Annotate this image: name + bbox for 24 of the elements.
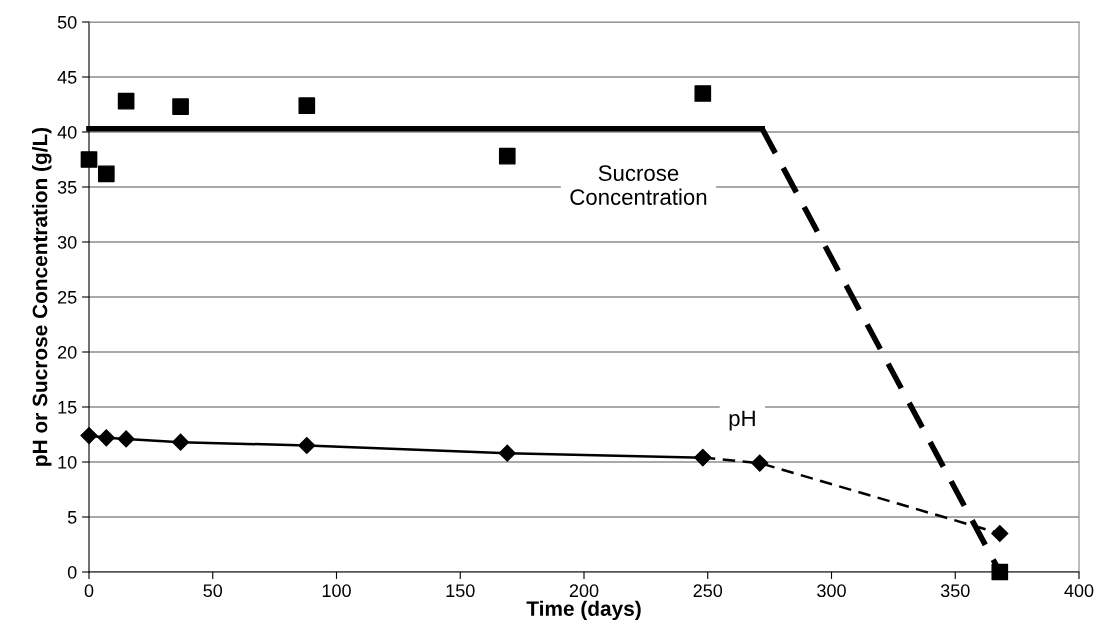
x-tick-label: 300 bbox=[817, 584, 846, 598]
y-tick-label: 35 bbox=[57, 180, 77, 194]
annotation: pH bbox=[729, 410, 755, 431]
y-tick-label: 15 bbox=[58, 401, 77, 414]
x-tick-label: 250 bbox=[693, 584, 723, 598]
y-tick-label: 0 bbox=[67, 565, 77, 579]
x-tick-label: 0 bbox=[84, 584, 94, 598]
x-tick-label: 150 bbox=[446, 584, 475, 598]
x-tick-label: 400 bbox=[1064, 584, 1094, 598]
x-tick-label: 100 bbox=[322, 584, 351, 598]
y-axis-title: pH or Sucrose Concentration (g/L) bbox=[32, 127, 52, 466]
y-tick-label: 50 bbox=[57, 15, 77, 29]
x-axis-title: Time (days) bbox=[526, 600, 641, 621]
y-tick-label: 20 bbox=[58, 345, 77, 359]
x-tick-label: 50 bbox=[203, 584, 223, 598]
y-tick-label: 5 bbox=[67, 511, 77, 524]
y-tick-label: 10 bbox=[58, 455, 77, 469]
x-tick-label: 200 bbox=[569, 584, 599, 598]
x-tick-label: 350 bbox=[940, 584, 970, 598]
annotation: Sucrose Concentration bbox=[570, 165, 707, 205]
y-tick-label: 40 bbox=[57, 125, 77, 139]
y-tick-label: 45 bbox=[57, 71, 77, 84]
y-tick-label: 25 bbox=[58, 290, 77, 304]
y-tick-label: 30 bbox=[57, 235, 77, 249]
